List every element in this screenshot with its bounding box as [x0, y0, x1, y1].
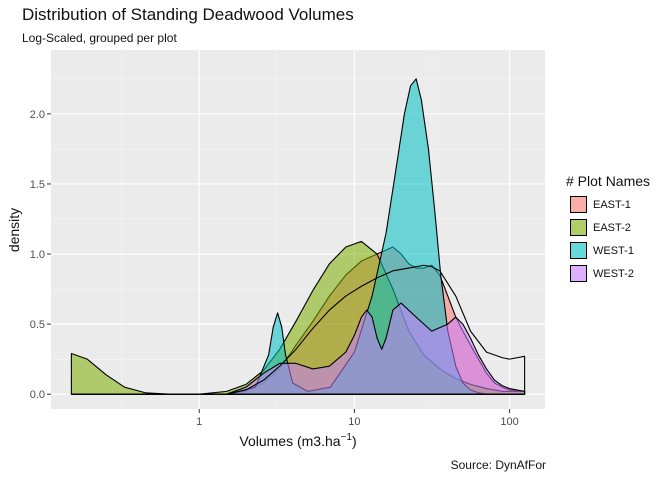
y-tick-label-4: 2.0 [30, 109, 45, 121]
x-tick-label-1: 10 [348, 416, 360, 428]
legend-key-west-1 [570, 242, 587, 259]
legend-item-west-1: WEST-1 [566, 239, 650, 262]
legend-item-west-2: WEST-2 [566, 262, 650, 285]
x-axis-title-main: Volumes (m3.ha [239, 433, 340, 449]
x-axis-title: Volumes (m3.ha−1) [239, 432, 356, 449]
x-axis-title-superscript: −1 [341, 432, 353, 443]
legend-label-east-1: EAST-1 [593, 199, 631, 211]
legend-item-east-2: EAST-2 [566, 216, 650, 239]
legend-key-west-2 [570, 265, 587, 282]
y-axis-title: density [6, 208, 22, 252]
legend-key-east-1 [570, 196, 587, 213]
x-tick-label-0: 1 [196, 416, 202, 428]
y-tick-label-0: 0.0 [30, 389, 45, 401]
legend-title: # Plot Names [566, 173, 650, 189]
legend-label-east-2: EAST-2 [593, 222, 631, 234]
x-tick-label-2: 100 [500, 416, 518, 428]
legend-label-west-2: WEST-2 [593, 268, 634, 280]
legend-label-west-1: WEST-1 [593, 245, 634, 257]
chart-caption: Source: DynAfFor [451, 458, 546, 472]
y-tick-label-1: 0.5 [30, 319, 45, 331]
x-axis-title-close: ) [352, 433, 357, 449]
legend-key-east-2 [570, 219, 587, 236]
legend: # Plot Names EAST-1 EAST-2 WEST-1 WEST-2 [566, 173, 650, 285]
legend-item-east-1: EAST-1 [566, 193, 650, 216]
y-tick-label-2: 1.0 [30, 249, 45, 261]
y-tick-label-3: 1.5 [30, 179, 45, 191]
